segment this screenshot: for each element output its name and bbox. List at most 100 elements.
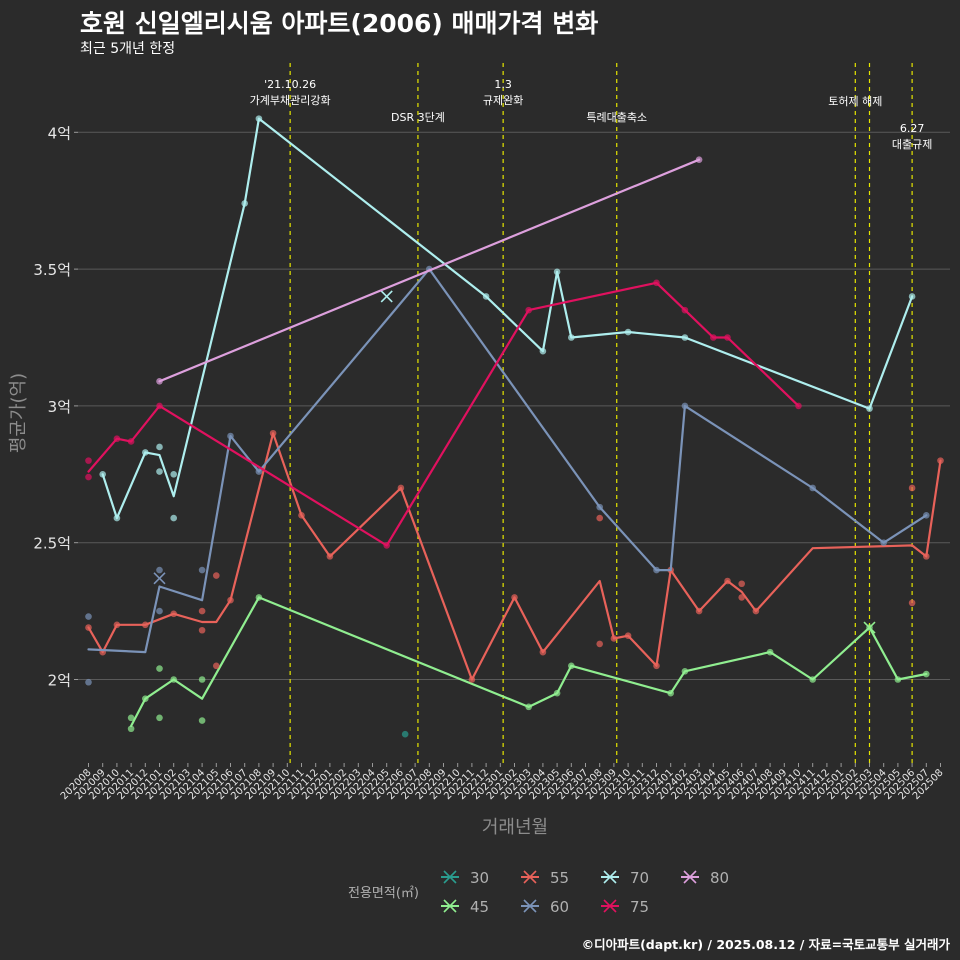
data-point-55 <box>511 594 518 601</box>
data-point-70 <box>866 405 873 412</box>
data-point-55 <box>610 635 618 642</box>
data-point-70 <box>113 514 121 522</box>
legend-label: 55 <box>550 869 569 887</box>
data-point-55 <box>908 484 916 492</box>
legend-key-cross <box>683 870 697 884</box>
data-point-55 <box>624 632 632 640</box>
series-line-75 <box>87 281 800 547</box>
data-point-55 <box>724 577 731 585</box>
chart-subtitle: 최근 5개년 한정 <box>80 41 176 57</box>
event-label: '21.10.26 <box>264 78 316 91</box>
data-point-55 <box>752 607 760 615</box>
cross-marker-45 <box>863 621 876 634</box>
event-label: 대출규제 <box>892 138 932 151</box>
y-axis-title: 평균가(억) <box>8 373 29 453</box>
legend-key-cross <box>523 870 537 884</box>
series-line-55 <box>87 432 942 681</box>
data-point-70 <box>553 268 561 276</box>
data-point-70 <box>142 449 149 456</box>
data-point-45 <box>525 703 532 711</box>
data-point-55 <box>142 621 149 629</box>
data-point-70 <box>908 293 916 300</box>
data-point-70 <box>99 471 106 478</box>
data-point-75 <box>85 457 92 464</box>
cross-stroke <box>380 290 393 303</box>
data-point-70 <box>681 334 689 341</box>
data-point-55 <box>113 621 121 629</box>
event-label: 규제완화 <box>483 94 523 107</box>
data-point-70 <box>624 328 632 336</box>
data-point-45 <box>553 689 561 697</box>
legend-item-30: 30 <box>441 869 489 887</box>
chart-title: 호원 신일엘리시움 아파트(2006) 매매가격 변화 <box>80 9 599 38</box>
legend-label: 30 <box>470 869 489 887</box>
data-point-55 <box>198 607 206 615</box>
data-point-55 <box>298 512 305 519</box>
legend-title: 전용면적(㎡) <box>348 886 419 901</box>
data-point-45 <box>809 676 816 683</box>
data-point-55 <box>85 624 92 631</box>
data-point-75 <box>795 402 802 410</box>
cross-marker-70 <box>380 290 393 303</box>
event-label: 특례대출축소 <box>586 111 647 124</box>
legend-label: 60 <box>550 898 569 916</box>
data-point-30 <box>401 730 409 738</box>
data-point-75 <box>127 438 135 445</box>
data-point-55 <box>695 607 703 615</box>
data-point-55 <box>653 662 660 670</box>
data-point-45 <box>142 695 149 702</box>
source-caption: ©디아파트(dapt.kr) / 2025.08.12 / 자료=국토교통부 실… <box>581 937 950 952</box>
data-point-70 <box>539 347 547 355</box>
data-point-70 <box>241 200 248 207</box>
legend-label: 45 <box>470 898 489 916</box>
cross-stroke <box>153 572 166 585</box>
data-point-45 <box>198 717 206 724</box>
data-point-60 <box>596 503 603 511</box>
legend-label: 80 <box>710 869 729 887</box>
data-point-70 <box>255 115 263 122</box>
data-point-60 <box>85 678 92 686</box>
data-point-55 <box>539 648 547 656</box>
data-point-55 <box>738 594 745 601</box>
data-point-75 <box>113 435 121 443</box>
data-point-70 <box>156 443 163 451</box>
data-point-45 <box>894 676 902 683</box>
data-point-60 <box>880 539 887 546</box>
data-point-45 <box>198 676 206 683</box>
event-label: 토허제 해제 <box>828 94 882 108</box>
event-label: 가계부채관리강화 <box>250 94 331 107</box>
data-point-60 <box>198 566 206 574</box>
legend-item-70: 70 <box>601 869 649 887</box>
data-point-55 <box>170 610 177 618</box>
data-point-45 <box>766 648 774 656</box>
data-point-70 <box>170 471 177 478</box>
y-tick-label: 4억 <box>48 124 71 142</box>
data-point-55 <box>738 580 745 588</box>
legend-key-cross <box>523 899 537 913</box>
legend-item-75: 75 <box>601 898 649 916</box>
y-tick-label: 3.5억 <box>33 261 71 279</box>
data-point-75 <box>525 306 532 314</box>
data-point-60 <box>255 468 263 475</box>
data-point-55 <box>213 662 220 670</box>
data-point-75 <box>156 402 163 410</box>
cross-marker-60 <box>153 572 166 585</box>
data-point-55 <box>269 429 277 437</box>
legend-label: 75 <box>630 898 649 916</box>
legend-key-cross <box>443 899 457 913</box>
y-tick-label: 2억 <box>48 672 71 690</box>
data-point-75 <box>653 279 660 287</box>
data-point-75 <box>383 542 391 549</box>
data-point-60 <box>923 512 930 519</box>
data-point-55 <box>923 553 930 560</box>
data-point-45 <box>667 689 674 697</box>
data-point-45 <box>923 670 930 678</box>
data-point-60 <box>156 566 163 574</box>
legend-item-45: 45 <box>441 898 489 916</box>
event-label: 1.3 <box>494 78 512 91</box>
data-point-45 <box>156 665 163 672</box>
data-point-45 <box>127 725 135 733</box>
data-point-70 <box>568 334 575 341</box>
cross-stroke <box>863 621 876 634</box>
